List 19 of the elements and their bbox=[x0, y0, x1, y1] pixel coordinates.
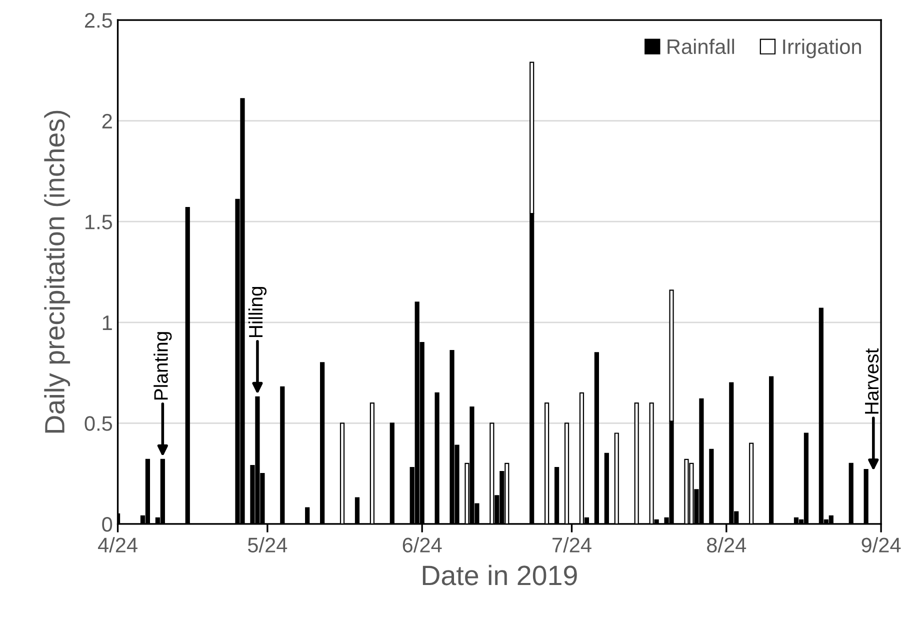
y-tick-label: 0 bbox=[102, 516, 112, 532]
x-tick-label: 9/24 bbox=[862, 537, 901, 552]
y-tick-label: 2 bbox=[102, 114, 112, 128]
legend-label: Rainfall bbox=[668, 38, 734, 54]
x-tick-label: 8/24 bbox=[707, 537, 746, 552]
annotation: Planting bbox=[154, 332, 172, 400]
legend-label: Irrigation bbox=[783, 38, 861, 58]
annotation: Harvest bbox=[865, 348, 879, 414]
y-tick-label: 2.5 bbox=[85, 13, 112, 28]
x-tick-label: 6/24 bbox=[402, 537, 442, 552]
y-tick-label: 1.5 bbox=[86, 214, 112, 230]
x-tick-label: 5/24 bbox=[248, 537, 288, 552]
y-tick-label: 1 bbox=[102, 316, 112, 330]
annotation: Hilling bbox=[248, 286, 267, 338]
x-tick-label: 7/24 bbox=[552, 537, 592, 552]
x-axis-title: Date in 2019 bbox=[422, 564, 577, 586]
x-tick-label: 4/24 bbox=[98, 537, 138, 552]
y-tick-label: 0.5 bbox=[84, 416, 112, 431]
y-axis-title: Daily precipitation (inches) bbox=[44, 110, 70, 433]
